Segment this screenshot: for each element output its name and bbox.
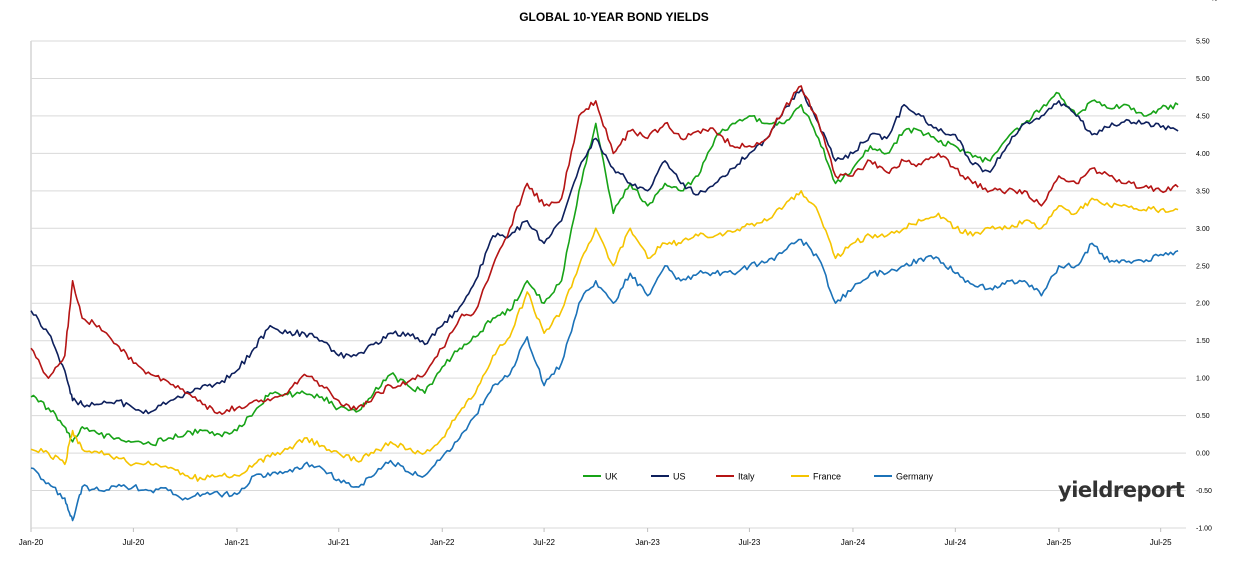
x-tick-label: Jul-21 <box>328 538 350 547</box>
y-tick-label: 3.50 <box>1196 188 1210 195</box>
y-tick-label: 4.50 <box>1196 113 1210 120</box>
x-tick-label: Jan-23 <box>635 538 660 547</box>
x-tick-label: Jan-24 <box>841 538 866 547</box>
legend-label-germany: Germany <box>896 472 934 482</box>
series-line-uk <box>30 91 1179 447</box>
series-lines <box>30 85 1179 522</box>
gridlines <box>30 40 1186 532</box>
y-tick-label: 4.00 <box>1196 151 1210 158</box>
series-line-us <box>30 88 1179 415</box>
x-axis-tick-labels: Jan-20 Jul-20 Jan-21 Jul-21 Jan-22 Jul-22 Jan-… <box>19 538 1172 547</box>
y-tick-label: 0.50 <box>1196 413 1210 420</box>
legend: UK US Italy France Germany <box>583 472 934 482</box>
series-line-italy <box>30 85 1179 415</box>
x-tick-label: Jul-20 <box>122 538 144 547</box>
y-tick-label: 2.00 <box>1196 301 1210 308</box>
x-tick-label: Jan-25 <box>1047 538 1072 547</box>
y-axis-tick-labels: 5.50 5.00 4.50 4.00 3.50 3.00 2.50 2.00 1.50 1.00… <box>1196 39 1212 533</box>
y-tick-label: -1.00 <box>1196 526 1212 533</box>
legend-label-france: France <box>813 472 841 482</box>
x-tick-label: Jul-24 <box>944 538 966 547</box>
x-tick-label: Jan-20 <box>19 538 44 547</box>
x-tick-label: Jan-21 <box>225 538 250 547</box>
y-tick-label: 1.00 <box>1196 376 1210 383</box>
x-tick-label: Jan-22 <box>430 538 455 547</box>
x-tick-label: Jul-23 <box>739 538 761 547</box>
legend-label-uk: UK <box>605 472 618 482</box>
y-tick-label: 5.50 <box>1196 39 1210 46</box>
y-tick-label: 0.00 <box>1196 451 1210 458</box>
y-tick-label: -0.50 <box>1196 488 1212 495</box>
chart-title: GLOBAL 10-YEAR BOND YIELDS <box>519 10 709 24</box>
legend-label-italy: Italy <box>738 472 755 482</box>
y-tick-label: 1.50 <box>1196 338 1210 345</box>
yieldreport-logo: yieldreport <box>1058 478 1185 502</box>
y-tick-label: 3.00 <box>1196 226 1210 233</box>
y-tick-label: 2.50 <box>1196 263 1210 270</box>
legend-label-us: US <box>673 472 686 482</box>
x-tick-label: Jul-22 <box>533 538 555 547</box>
y-unit-label: % <box>1211 0 1217 3</box>
series-line-france <box>30 190 1179 482</box>
series-line-germany <box>30 238 1179 522</box>
x-tick-label: Jul-25 <box>1150 538 1172 547</box>
y-tick-label: 5.00 <box>1196 76 1210 83</box>
